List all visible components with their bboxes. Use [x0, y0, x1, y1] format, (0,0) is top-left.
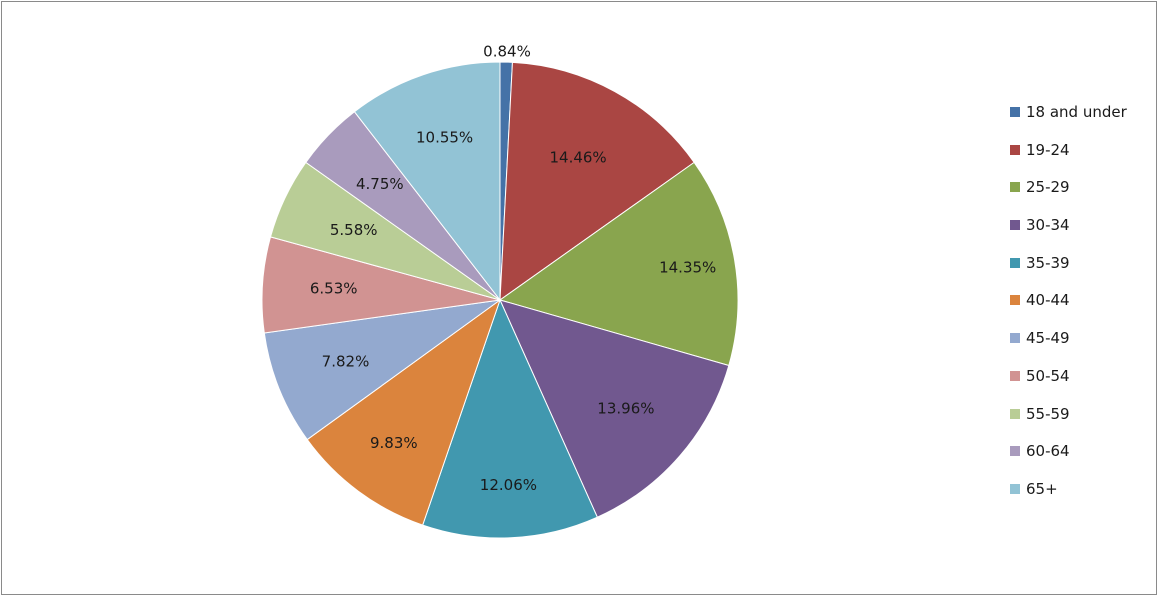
legend-swatch	[1010, 408, 1020, 419]
legend-swatch	[1010, 483, 1020, 494]
legend-label: 65+	[1026, 479, 1058, 498]
legend-label: 19-24	[1026, 140, 1070, 159]
legend-item-65-plus: 65+	[1010, 478, 1127, 516]
legend-swatch	[1010, 144, 1020, 155]
data-label-25-29: 14.35%	[659, 259, 716, 277]
legend-item-50-54: 50-54	[1010, 365, 1127, 403]
legend-swatch	[1010, 333, 1020, 344]
legend-label: 50-54	[1026, 366, 1070, 385]
pie-slice-65-plus	[353, 61, 501, 302]
pie-slice-35-39	[422, 298, 599, 539]
pie-slices	[261, 61, 739, 539]
data-label-45-49: 7.82%	[322, 353, 370, 371]
legend: 18 and under 19-24 25-29 30-34 35-39 40-44 45-…	[1010, 101, 1127, 516]
legend-label: 45-49	[1026, 329, 1070, 348]
pie-slice-25-29	[498, 161, 739, 367]
data-label-19-24: 14.46%	[549, 149, 606, 167]
legend-swatch	[1010, 220, 1020, 231]
legend-label: 18 and under	[1026, 103, 1127, 121]
legend-label: 30-34	[1026, 216, 1070, 235]
pie-slice-19-24	[499, 61, 695, 302]
data-label-55-59: 5.58%	[330, 221, 378, 239]
pie-slice-30-34	[499, 299, 730, 518]
data-label-30-34: 13.96%	[597, 400, 654, 418]
legend-swatch	[1010, 370, 1020, 381]
legend-item-35-39: 35-39	[1010, 252, 1127, 290]
legend-label: 55-59	[1026, 404, 1070, 423]
pie-slice-45-49	[263, 299, 501, 441]
data-label-18-and-under: 0.84%	[483, 43, 531, 61]
legend-label: 25-29	[1026, 178, 1070, 197]
legend-label: 60-64	[1026, 442, 1070, 461]
legend-item-55-59: 55-59	[1010, 403, 1127, 441]
data-label-65-plus: 10.55%	[416, 128, 473, 146]
legend-item-19-24: 19-24	[1010, 139, 1127, 177]
pie-slice-40-44	[306, 298, 501, 526]
legend-item-18-and-under: 18 and under	[1010, 101, 1127, 139]
legend-item-30-34: 30-34	[1010, 214, 1127, 252]
legend-label: 40-44	[1026, 291, 1070, 310]
data-label-50-54: 6.53%	[310, 280, 358, 298]
legend-swatch	[1010, 257, 1020, 268]
data-label-40-44: 9.83%	[370, 434, 418, 452]
legend-swatch	[1010, 446, 1020, 457]
data-label-35-39: 12.06%	[480, 476, 537, 494]
legend-label: 35-39	[1026, 253, 1070, 272]
legend-swatch	[1010, 182, 1020, 193]
legend-item-25-29: 25-29	[1010, 176, 1127, 214]
legend-item-40-44: 40-44	[1010, 289, 1127, 327]
pie-data-labels: 0.84% 14.46% 14.35% 13.96% 12.06% 9.83% 7.82% 6…	[310, 43, 716, 495]
data-label-60-64: 4.75%	[356, 175, 404, 193]
legend-swatch	[1010, 107, 1020, 117]
legend-item-60-64: 60-64	[1010, 440, 1127, 478]
legend-swatch	[1010, 295, 1020, 306]
legend-item-45-49: 45-49	[1010, 327, 1127, 365]
